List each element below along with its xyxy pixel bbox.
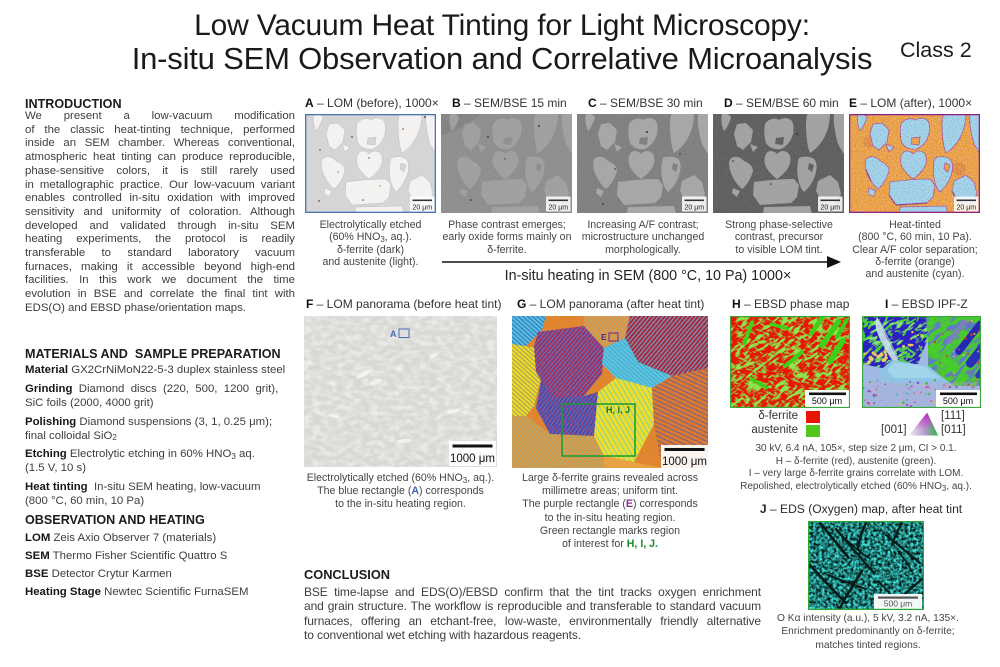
svg-text:500 μm: 500 μm — [943, 396, 973, 406]
svg-text:A: A — [390, 329, 397, 339]
svg-text:500 μm: 500 μm — [812, 396, 842, 406]
svg-text:1000 μm: 1000 μm — [662, 456, 707, 468]
svg-text:E: E — [601, 332, 607, 342]
svg-text:500 μm: 500 μm — [884, 599, 913, 609]
svg-text:H, I, J: H, I, J — [606, 405, 630, 415]
svg-text:1000 μm: 1000 μm — [450, 453, 495, 465]
